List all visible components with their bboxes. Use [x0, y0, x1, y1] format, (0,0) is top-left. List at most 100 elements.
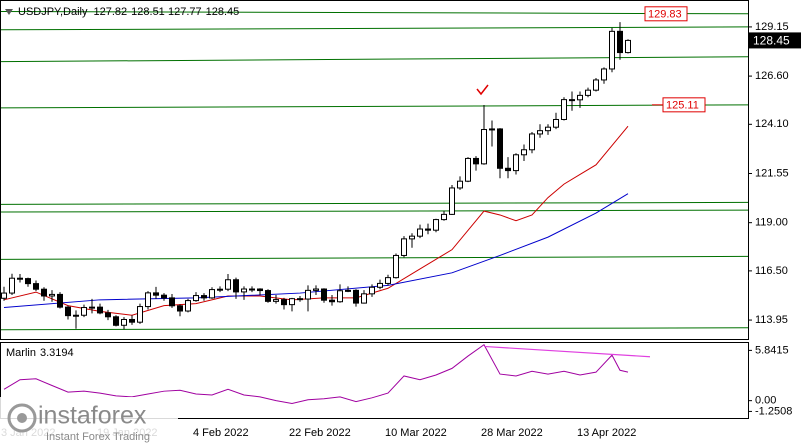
- logo-icon: [7, 403, 37, 433]
- candle-body: [113, 316, 119, 326]
- price-label-box: [644, 6, 688, 22]
- candle-body: [609, 30, 615, 70]
- candle-body: [193, 295, 199, 302]
- logo-background: [0, 397, 178, 445]
- candle-body: [577, 94, 583, 101]
- candle-body: [153, 292, 159, 296]
- logo-tagline: Instant Forex Trading: [46, 431, 150, 443]
- level-line: [0, 327, 749, 331]
- candle-body: [409, 235, 415, 240]
- candle-body: [17, 277, 23, 280]
- chart-title: USDJPY,Daily 127.82 128.51 127.77 128.45: [18, 6, 239, 18]
- candle-body: [561, 99, 567, 120]
- candle-body: [217, 288, 223, 291]
- candle-body: [273, 299, 279, 302]
- candle-body: [481, 129, 487, 165]
- indicator-name: Marlin: [6, 347, 36, 359]
- y-tick-label: 116.50: [755, 265, 788, 277]
- candle-body: [297, 298, 303, 301]
- candle-body: [249, 288, 255, 291]
- candle-body: [233, 279, 239, 293]
- candle-body: [209, 289, 215, 299]
- candle-body: [65, 306, 71, 317]
- candle-body: [73, 314, 79, 317]
- title-high: 128.51: [131, 6, 165, 18]
- candle-body: [585, 89, 591, 96]
- indicator-tick-label: 0.00: [755, 395, 776, 407]
- logo-text: instaforex: [38, 402, 147, 430]
- candle-body: [425, 228, 431, 231]
- candle-body: [137, 306, 143, 323]
- candle-body: [161, 294, 167, 299]
- title-close: 128.45: [206, 6, 240, 18]
- candle-body: [353, 289, 359, 304]
- divergence-line: [483, 345, 651, 358]
- candle-body: [489, 128, 495, 131]
- candle-body: [121, 318, 127, 326]
- candle-body: [169, 297, 175, 307]
- price-label: 125.11: [666, 100, 699, 112]
- candle-body: [265, 290, 271, 302]
- y-tick-label: 119.00: [755, 217, 788, 229]
- title-open: 127.82: [94, 6, 128, 18]
- indicator-line: [3, 343, 629, 405]
- level-line: [0, 26, 749, 31]
- candle-body: [601, 68, 607, 81]
- candle-body: [33, 283, 39, 290]
- level-line: [0, 104, 749, 109]
- candle-body: [81, 307, 87, 316]
- candle-body: [105, 312, 111, 318]
- candle-body: [49, 293, 55, 297]
- candle-body: [377, 282, 383, 288]
- x-tick-label: 22 Feb 2022: [289, 427, 351, 439]
- x-tick-label: 10 Mar 2022: [385, 427, 447, 439]
- candles: [1, 22, 631, 330]
- candle-body: [401, 238, 407, 256]
- symbol-icon: [5, 9, 13, 15]
- candle-body: [257, 288, 263, 292]
- level-line: [0, 10, 749, 15]
- candle-body: [449, 187, 455, 215]
- x-tick-label: 28 Mar 2022: [481, 427, 543, 439]
- candle-body: [177, 305, 183, 312]
- candle-body: [385, 277, 391, 284]
- y-tick-label: 126.60: [755, 70, 789, 82]
- y-tick-label: 124.10: [755, 118, 789, 130]
- candle-body: [41, 288, 47, 297]
- candle-body: [513, 154, 519, 172]
- levels: [0, 10, 749, 331]
- candle-body: [521, 149, 527, 156]
- candle-body: [1, 292, 7, 299]
- level-line: [0, 56, 749, 63]
- indicator-value: 3.3194: [40, 347, 74, 359]
- title-low: 127.77: [168, 6, 202, 18]
- candle-body: [145, 292, 151, 308]
- current-price-box: [749, 32, 801, 49]
- symbol: USDJPY,Daily: [18, 6, 88, 18]
- candle-body: [345, 289, 351, 292]
- x-tick-label: 4 Feb 2022: [193, 427, 249, 439]
- logo-icon-dot: [17, 413, 27, 423]
- candle-body: [313, 288, 319, 291]
- level-line: [0, 255, 749, 260]
- moving-average: [3, 125, 629, 316]
- candle-body: [129, 318, 135, 323]
- indicator: [3, 343, 651, 405]
- candle-body: [337, 290, 343, 303]
- candle-body: [625, 39, 631, 54]
- candle-body: [417, 228, 423, 237]
- candle-body: [97, 306, 103, 314]
- candle-body: [465, 157, 471, 182]
- level-line: [0, 201, 749, 205]
- indicator-tick-label: 5.8415: [755, 344, 789, 356]
- candle-body: [241, 288, 247, 293]
- candle-body: [201, 295, 207, 299]
- logo: instaforex Instant Forex Trading: [0, 397, 178, 445]
- candle-body: [505, 167, 511, 172]
- candle-body: [361, 293, 367, 304]
- indicator-label: Marlin 3.3194: [6, 347, 74, 359]
- candle-body: [497, 128, 503, 169]
- y-tick-label: 113.95: [755, 314, 788, 326]
- level-line: [0, 209, 749, 213]
- candle-body: [305, 289, 311, 300]
